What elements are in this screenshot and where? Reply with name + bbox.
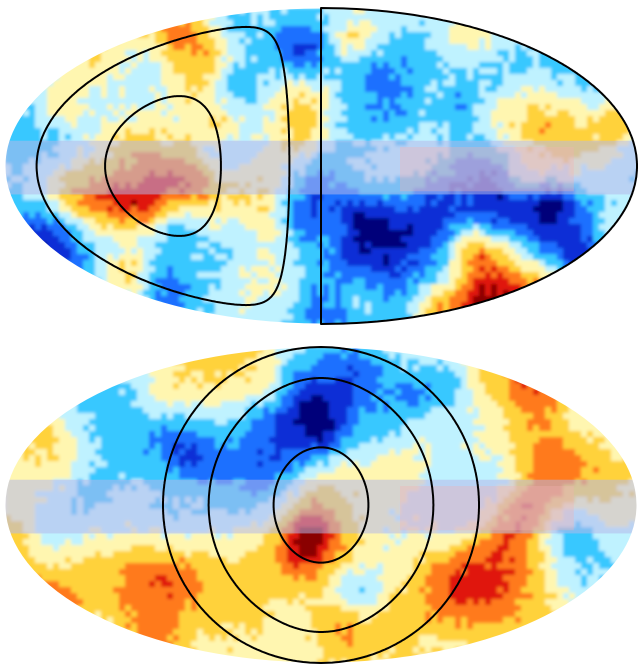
contour-ring-1 [320,7,638,325]
galactic-band [5,479,637,534]
contour-ring-3 [104,95,222,237]
galactic-band-warm [400,486,574,531]
bottom-galactic-band [5,479,637,534]
contour-ring-1 [162,346,480,664]
galactic-band-warm [400,147,574,192]
top-sky-map [4,7,638,325]
contour-ring-2 [207,377,435,633]
bottom-sky-map-rings [4,346,638,664]
contour-ring-3 [272,446,370,564]
bottom-sky-map [4,346,638,664]
contour-ring-2 [35,25,291,307]
top-sky-map-rings [4,7,638,325]
